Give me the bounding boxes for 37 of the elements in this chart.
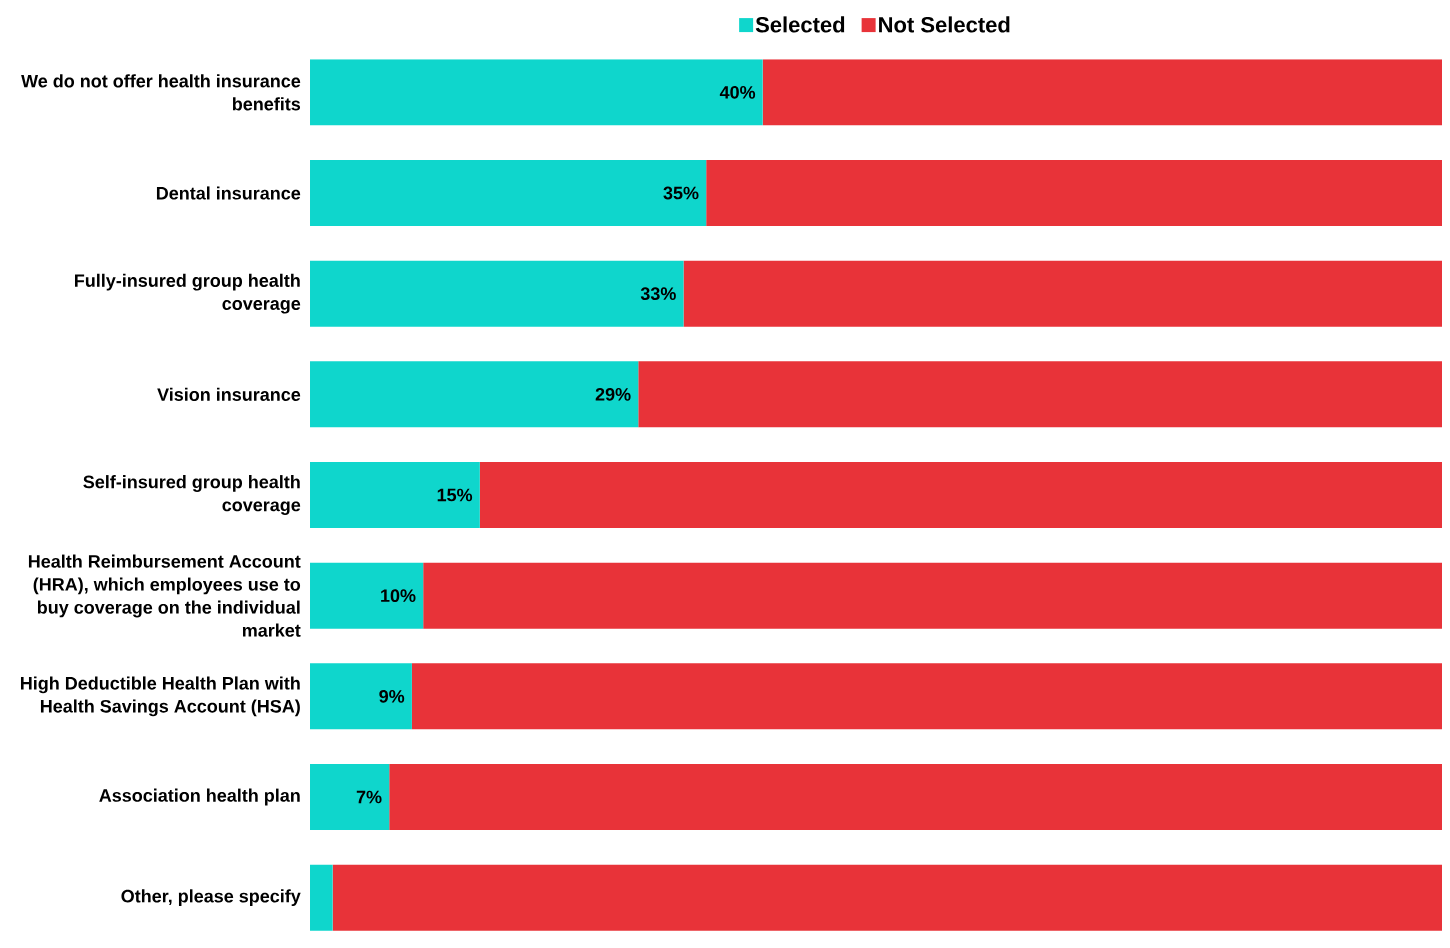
bar [310,260,684,327]
bar [638,361,1442,428]
bar [762,59,1442,126]
bar [310,160,707,227]
data-label: 35% [663,186,699,200]
data-label: 29% [595,387,631,401]
data-label: 40% [719,85,756,99]
bar [310,59,763,126]
data-label: 9% [379,689,405,703]
bar [683,260,1442,327]
bar [310,764,390,831]
bar [332,864,1442,931]
y-tick-label: Association health plan [99,788,300,806]
data-label: 33% [640,287,676,301]
bar [389,764,1442,831]
y-tick-label: High Deductible Health Plan with Health Savings Account (HSA) [20,676,300,717]
y-tick-label: Self-insured group health coverage [83,475,301,515]
y-tick-label: We do not offer health insurance benefits [21,74,301,111]
bar [423,562,1442,629]
y-tick-label: Other, please specify [121,889,301,907]
bar [310,663,412,730]
y-tick-label: Vision insurance [157,387,301,401]
bar [479,462,1442,529]
data-label: 15% [437,488,473,502]
legend-label: Not Selected [879,16,1010,33]
bar [310,864,333,931]
y-tick-label: Fully-insured group health coverage [75,273,301,314]
bar [310,361,639,428]
y-tick-label: Health Reimbursement Account (HRA), which employees use to buy coverage on the individual market [28,554,301,637]
bar [706,160,1442,227]
bar [411,663,1442,730]
legend-label: Selected [755,16,845,33]
bar [310,462,480,529]
data-label: 10% [381,589,416,603]
data-label: 7% [356,790,382,804]
bar [310,562,424,629]
y-tick-label: Dental insurance [156,186,301,200]
